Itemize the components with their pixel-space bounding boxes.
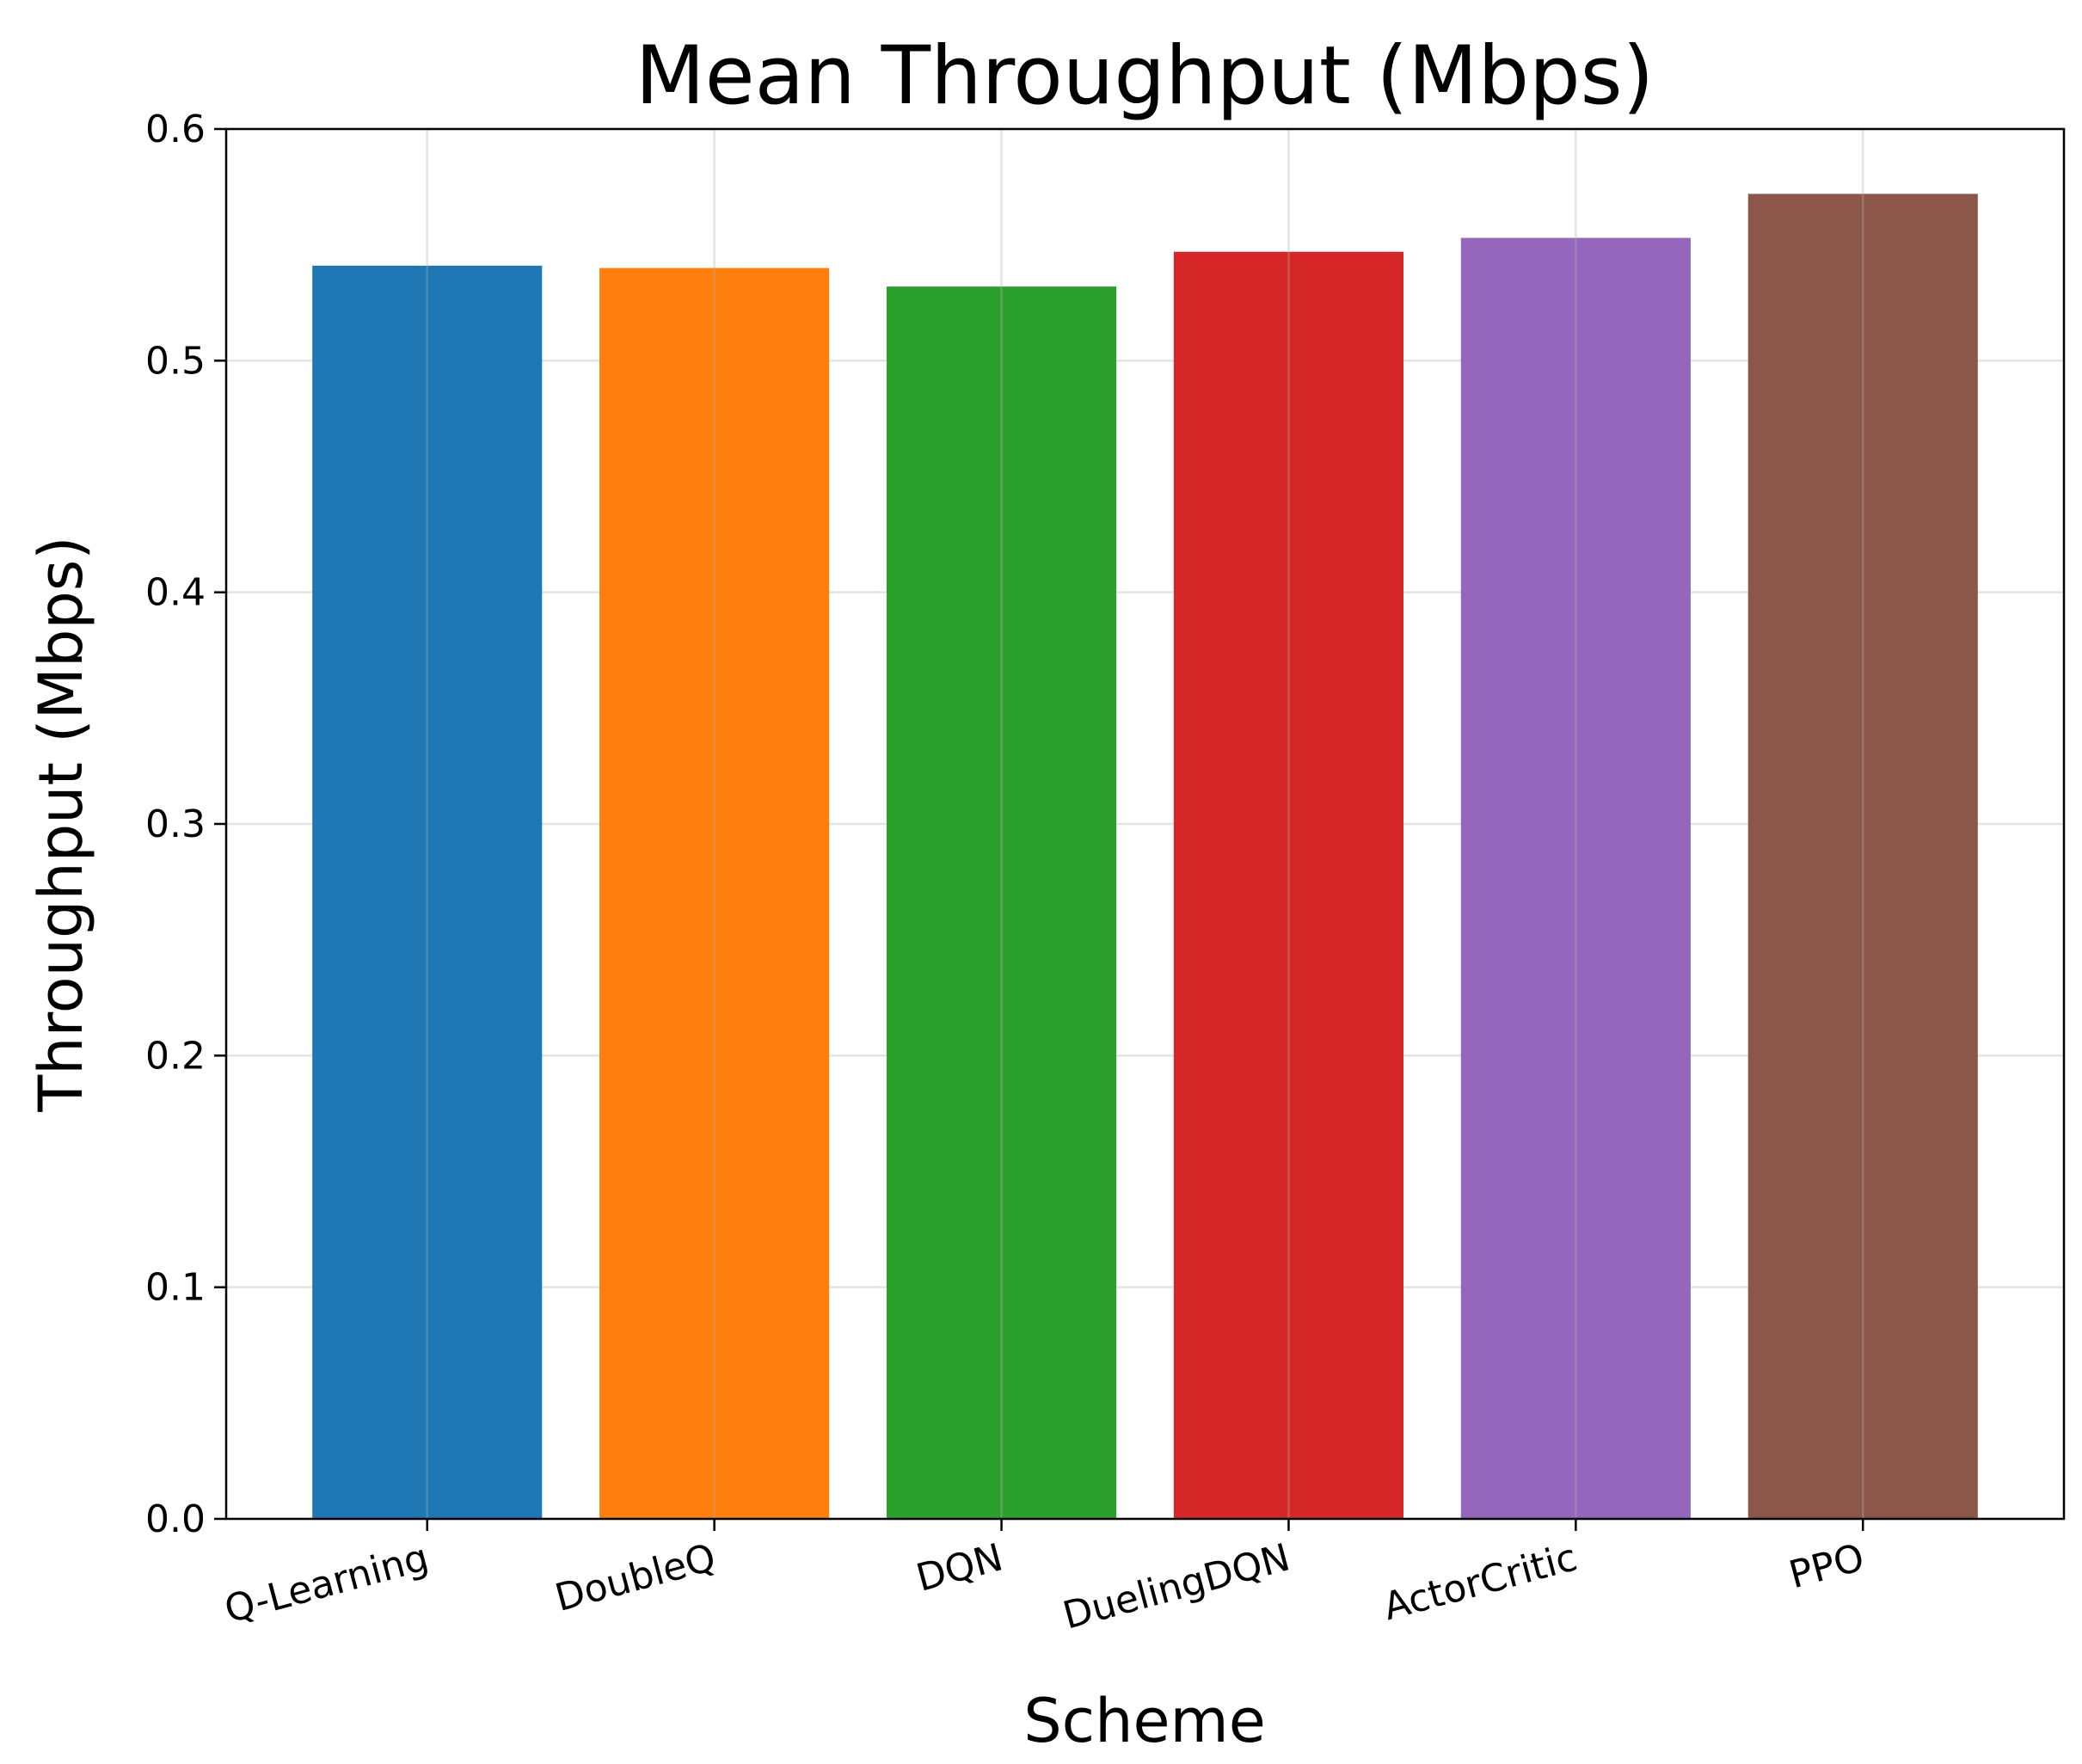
chart-title: Mean Throughput (Mbps) [636, 29, 1655, 123]
y-tick-label: 0.5 [145, 339, 206, 383]
bar-doubleq [599, 267, 830, 1520]
x-tick-label: PPO [1784, 1535, 1869, 1597]
y-tick-label: 0.1 [145, 1266, 206, 1310]
y-tick-label: 0.3 [145, 802, 206, 846]
y-tick-label: 0.0 [145, 1497, 206, 1541]
y-tick-label: 0.6 [145, 108, 206, 151]
bar-actorcritic [1460, 237, 1691, 1519]
y-tick-layer: 0.0 0.1 0.2 0.3 0.4 0.5 0.6 [145, 108, 226, 1541]
y-tick-label: 0.4 [145, 571, 206, 615]
x-tick-layer: Q-Learning DoubleQ DQN DuelingDQN ActorCriti… [220, 1519, 1869, 1638]
y-axis-label: Throughput (Mbps) [26, 536, 96, 1112]
x-axis-label: Scheme [1023, 1686, 1266, 1756]
bar-duelingdqn [1173, 251, 1404, 1519]
x-tick-label: DoubleQ [550, 1535, 720, 1620]
y-tick-label: 0.2 [145, 1034, 206, 1078]
bar-q-learning [312, 265, 543, 1519]
x-tick-label: Q-Learning [220, 1535, 433, 1632]
x-tick-label: DQN [912, 1535, 1007, 1601]
x-tick-label: ActorCritic [1379, 1535, 1581, 1629]
x-tick-label: DuelingDQN [1059, 1535, 1295, 1638]
bar-layer [312, 194, 1978, 1520]
bar-dqn [886, 286, 1117, 1519]
vertical-grid-layer [426, 129, 1864, 1519]
bar-ppo [1747, 194, 1978, 1519]
